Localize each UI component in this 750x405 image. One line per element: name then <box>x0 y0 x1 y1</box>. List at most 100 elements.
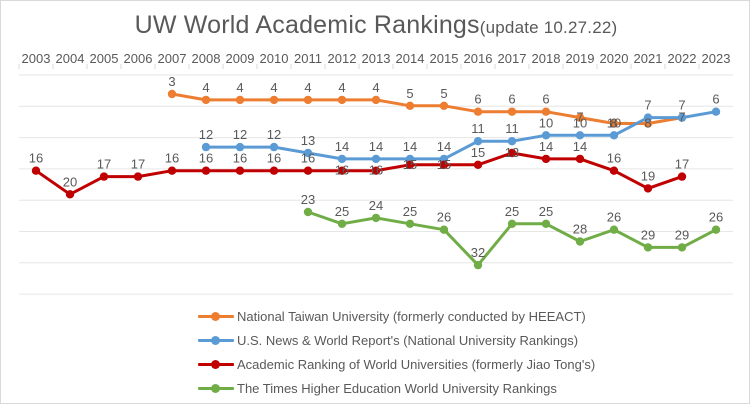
data-point-marker[interactable] <box>507 219 517 228</box>
legend-item-2[interactable]: Academic Ranking of World Universities (… <box>1 352 750 376</box>
legend-marker-icon <box>198 381 234 395</box>
data-point-marker[interactable] <box>99 172 109 181</box>
data-point-marker[interactable] <box>677 243 687 252</box>
data-point-marker[interactable] <box>235 142 245 152</box>
data-point-marker[interactable] <box>405 160 415 169</box>
data-point-label: 19 <box>641 168 655 183</box>
data-point-marker[interactable] <box>609 166 619 175</box>
data-point-marker[interactable] <box>575 237 585 246</box>
legend-item-0[interactable]: National Taiwan University (formerly con… <box>1 304 750 328</box>
data-point-marker[interactable] <box>269 142 279 152</box>
series-line[interactable] <box>204 110 718 161</box>
data-point-marker[interactable] <box>235 95 245 105</box>
x-axis-label: 2020 <box>600 51 629 66</box>
x-axis-label: 2022 <box>668 51 697 66</box>
data-point-marker[interactable] <box>269 95 279 105</box>
data-point-marker[interactable] <box>269 166 279 175</box>
x-axis-label: 2018 <box>532 51 561 66</box>
data-point-marker[interactable] <box>473 107 483 116</box>
data-point-marker[interactable] <box>371 154 381 164</box>
data-point-marker[interactable] <box>439 160 449 169</box>
data-point-label: 14 <box>539 139 553 154</box>
x-axis-label: 2004 <box>56 51 85 66</box>
data-point-marker[interactable] <box>575 131 585 140</box>
data-point-label: 28 <box>573 222 587 237</box>
data-point-marker[interactable] <box>473 137 483 146</box>
x-axis-label: 2021 <box>634 51 663 66</box>
x-axis-label: 2009 <box>226 51 255 66</box>
data-point-marker[interactable] <box>133 172 143 181</box>
data-point-label: 13 <box>505 145 519 160</box>
x-axis-label: 2007 <box>158 51 187 66</box>
data-point-marker[interactable] <box>303 148 313 158</box>
data-point-label: 11 <box>471 121 485 136</box>
data-point-marker[interactable] <box>31 166 41 175</box>
data-point-label: 7 <box>678 110 685 125</box>
data-point-marker[interactable] <box>303 166 313 175</box>
data-point-marker[interactable] <box>337 219 347 228</box>
data-point-label: 7 <box>576 110 583 125</box>
data-point-marker[interactable] <box>303 95 313 105</box>
data-point-marker[interactable] <box>337 154 347 164</box>
data-point-label: 17 <box>675 157 689 172</box>
series-line[interactable] <box>170 92 684 125</box>
data-point-marker[interactable] <box>167 166 177 175</box>
data-point-marker[interactable] <box>541 219 551 228</box>
data-point-marker[interactable] <box>711 225 721 234</box>
x-axis-label: 2015 <box>430 51 459 66</box>
data-point-marker[interactable] <box>371 213 381 223</box>
data-point-label: 12 <box>233 127 247 142</box>
data-point-marker[interactable] <box>201 142 211 152</box>
data-point-marker[interactable] <box>541 131 551 140</box>
data-point-marker[interactable] <box>235 166 245 175</box>
data-point-marker[interactable] <box>439 101 449 111</box>
data-point-marker[interactable] <box>337 166 347 175</box>
chart-title-main: UW World Academic Rankings <box>134 11 480 39</box>
data-point-label: 26 <box>437 210 451 225</box>
legend-item-3[interactable]: The Times Higher Education World Univers… <box>1 376 750 400</box>
data-point-marker[interactable] <box>643 184 653 193</box>
data-point-marker[interactable] <box>473 160 483 169</box>
data-point-label: 4 <box>338 80 345 95</box>
data-point-marker[interactable] <box>677 172 687 181</box>
data-point-marker[interactable] <box>677 113 687 122</box>
data-point-marker[interactable] <box>609 131 619 140</box>
data-point-marker[interactable] <box>609 119 619 128</box>
x-axis-label: 2016 <box>464 51 493 66</box>
data-point-marker[interactable] <box>711 107 721 116</box>
data-point-marker[interactable] <box>371 166 381 175</box>
data-point-marker[interactable] <box>167 89 177 99</box>
data-point-marker[interactable] <box>507 137 517 146</box>
data-point-marker[interactable] <box>575 154 585 164</box>
data-point-marker[interactable] <box>337 95 347 105</box>
data-point-marker[interactable] <box>405 101 415 111</box>
data-point-label: 16 <box>29 151 43 166</box>
data-point-marker[interactable] <box>473 260 483 270</box>
data-point-marker[interactable] <box>65 190 75 199</box>
data-point-label: 8 <box>644 116 651 131</box>
data-point-label: 20 <box>63 174 77 189</box>
data-point-marker[interactable] <box>541 154 551 164</box>
data-point-marker[interactable] <box>371 95 381 105</box>
data-point-label: 3 <box>168 74 175 89</box>
data-point-marker[interactable] <box>643 119 653 128</box>
data-point-label: 13 <box>301 133 315 148</box>
data-point-marker[interactable] <box>575 113 585 122</box>
series-line[interactable] <box>34 151 684 196</box>
data-point-label: 26 <box>709 210 723 225</box>
data-point-marker[interactable] <box>643 113 653 122</box>
data-point-marker[interactable] <box>541 107 551 116</box>
data-point-marker[interactable] <box>643 243 653 252</box>
data-point-marker[interactable] <box>201 95 211 105</box>
data-point-marker[interactable] <box>507 107 517 116</box>
data-point-marker[interactable] <box>201 166 211 175</box>
data-point-marker[interactable] <box>439 154 449 164</box>
data-point-marker[interactable] <box>303 207 313 217</box>
data-point-marker[interactable] <box>405 154 415 164</box>
data-point-marker[interactable] <box>439 225 449 234</box>
data-point-label: 17 <box>97 157 111 172</box>
data-point-marker[interactable] <box>507 148 517 158</box>
data-point-marker[interactable] <box>609 225 619 234</box>
legend-item-1[interactable]: U.S. News & World Report's (National Uni… <box>1 328 750 352</box>
data-point-marker[interactable] <box>405 219 415 228</box>
